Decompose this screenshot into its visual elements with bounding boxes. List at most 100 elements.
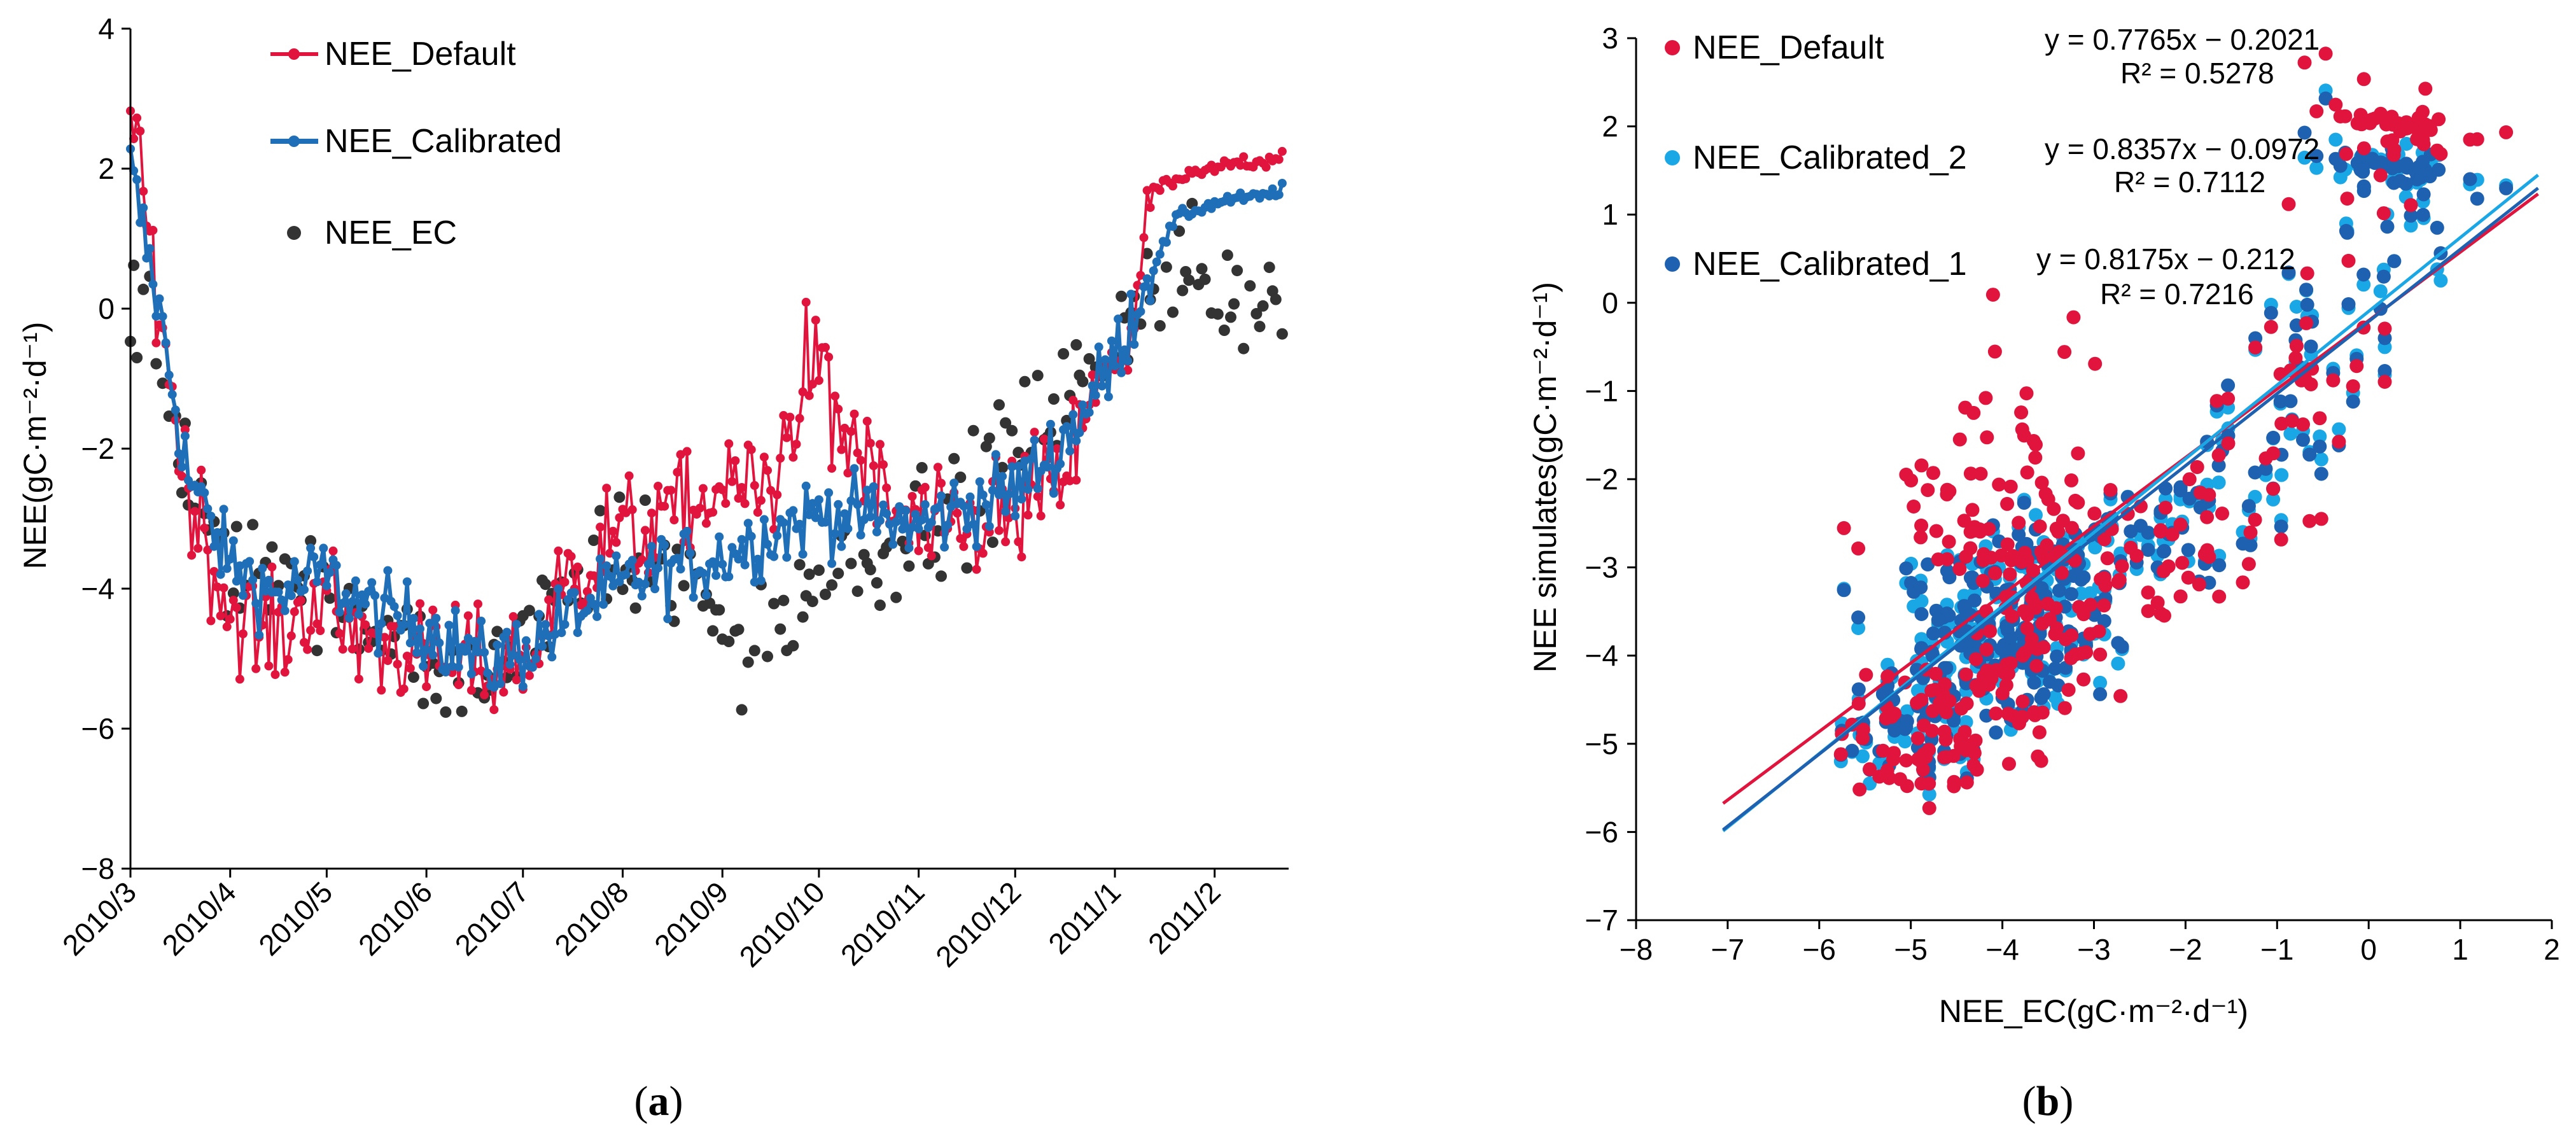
data-point-nee-calibrated xyxy=(177,462,186,472)
data-point-nee-default xyxy=(2339,146,2353,161)
data-point-nee-default xyxy=(1907,500,1921,514)
data-point-nee-calibrated xyxy=(763,540,772,549)
data-point-nee-default xyxy=(2212,589,2227,604)
data-point-nee-default xyxy=(798,387,808,396)
data-point-nee-calibrated xyxy=(518,682,528,691)
data-point-nee-calibrated xyxy=(219,505,228,514)
data-point-nee-calibrated-1 xyxy=(2309,149,2324,164)
chart-b-x-axis-title: NEE_EC(gC·m⁻²·d⁻¹) xyxy=(1939,993,2248,1029)
data-point-nee-default xyxy=(405,664,415,673)
data-point-nee-ec xyxy=(778,594,790,606)
data-point-nee-calibrated xyxy=(508,650,518,660)
data-point-nee-default xyxy=(1987,344,2002,359)
data-point-nee-default xyxy=(151,338,161,347)
data-point-nee-default xyxy=(1979,642,1994,657)
data-point-nee-default xyxy=(801,297,811,307)
data-point-nee-ec xyxy=(1221,249,1233,261)
data-point-nee-calibrated xyxy=(1155,249,1165,259)
data-point-nee-default xyxy=(647,508,656,518)
data-point-nee-default xyxy=(956,534,965,543)
scatter-series-nee-default xyxy=(1833,46,2514,815)
data-point-nee-default xyxy=(1876,743,1890,758)
data-point-nee-calibrated xyxy=(1168,221,1177,231)
data-point-nee-default xyxy=(2002,757,2016,771)
chart-a-x-tick-label: 2010/8 xyxy=(548,875,634,962)
data-point-nee-default xyxy=(2182,472,2197,487)
data-point-nee-default xyxy=(814,375,823,385)
data-point-nee-default xyxy=(335,629,344,638)
data-point-nee-calibrated xyxy=(412,648,421,657)
data-point-nee-default xyxy=(682,447,692,456)
data-point-nee-calibrated xyxy=(879,500,888,510)
data-point-nee-ec xyxy=(1231,265,1243,277)
data-point-nee-calibrated-1 xyxy=(2470,192,2484,206)
data-point-nee-calibrated xyxy=(570,588,579,597)
data-point-nee-calibrated-2 xyxy=(2088,540,2103,555)
data-point-nee-calibrated xyxy=(898,524,907,534)
data-point-nee-default xyxy=(843,468,853,478)
data-point-nee-calibrated-1 xyxy=(2356,184,2371,198)
data-point-nee-calibrated xyxy=(203,504,213,514)
data-point-nee-calibrated xyxy=(483,668,493,678)
data-point-nee-calibrated xyxy=(737,535,746,544)
data-point-nee-calibrated xyxy=(136,218,145,227)
data-point-nee-ec xyxy=(1228,298,1240,310)
data-point-nee-calibrated xyxy=(734,554,743,564)
data-point-nee-calibrated-2 xyxy=(2356,277,2371,292)
data-point-nee-ec xyxy=(983,432,995,444)
data-point-nee-default xyxy=(1973,466,1988,481)
data-point-nee-calibrated xyxy=(1033,484,1042,493)
data-point-nee-ec xyxy=(997,461,1009,473)
data-point-nee-default xyxy=(1989,706,2003,721)
data-point-nee-calibrated-1 xyxy=(2416,187,2431,202)
data-point-nee-calibrated xyxy=(393,611,402,620)
data-point-nee-default xyxy=(2033,519,2047,534)
data-point-nee-calibrated xyxy=(769,552,779,561)
data-point-nee-default xyxy=(190,507,200,516)
data-point-nee-ec xyxy=(1270,293,1282,305)
data-point-nee-calibrated xyxy=(306,543,316,553)
data-point-nee-calibrated xyxy=(840,509,850,519)
data-point-nee-default xyxy=(830,391,840,401)
data-point-nee-calibrated xyxy=(933,503,942,512)
data-point-nee-default xyxy=(389,622,399,631)
data-point-nee-ec xyxy=(540,578,552,591)
data-point-nee-ec xyxy=(594,505,606,517)
data-point-nee-ec xyxy=(440,706,452,718)
data-point-nee-default xyxy=(1261,162,1271,172)
chart-b-x-ticks: −8 −7 −6 −5 −4 −3 −2 −1 0 1 2 xyxy=(1620,920,2560,966)
chart-a-y-tick-label: 0 xyxy=(98,292,115,325)
data-point-nee-default xyxy=(2236,575,2250,590)
data-point-nee-default xyxy=(2088,356,2103,371)
data-point-nee-ec xyxy=(832,568,844,580)
data-point-nee-calibrated-1 xyxy=(2353,163,2368,178)
data-point-nee-ec xyxy=(707,625,719,637)
data-point-nee-calibrated xyxy=(1117,368,1126,377)
data-point-nee-calibrated xyxy=(911,510,920,519)
data-point-nee-ec xyxy=(1183,274,1195,286)
data-point-nee-default xyxy=(2283,363,2298,378)
data-point-nee-calibrated xyxy=(573,628,582,638)
data-point-nee-default xyxy=(995,526,1004,535)
data-point-nee-default xyxy=(727,477,737,486)
data-point-nee-calibrated xyxy=(830,529,840,538)
data-point-nee-default xyxy=(200,523,209,533)
data-point-nee-calibrated xyxy=(139,203,148,213)
data-point-nee-calibrated-2 xyxy=(1922,787,1936,802)
data-point-nee-calibrated-2 xyxy=(2297,150,2312,165)
data-point-nee-default xyxy=(785,412,795,422)
data-point-nee-calibrated xyxy=(1046,419,1055,429)
data-point-nee-ec xyxy=(311,645,323,657)
data-point-nee-default xyxy=(1852,782,1867,797)
data-point-nee-calibrated xyxy=(753,554,762,564)
data-point-nee-ec xyxy=(150,358,162,370)
data-point-nee-calibrated xyxy=(1123,356,1133,366)
data-point-nee-default xyxy=(2003,656,2018,671)
data-point-nee-default xyxy=(1017,552,1026,562)
data-point-nee-calibrated xyxy=(1149,266,1158,276)
data-point-nee-default xyxy=(1963,541,1978,556)
data-point-nee-default xyxy=(2341,253,2356,268)
data-point-nee-default xyxy=(1880,669,1895,683)
data-point-nee-ec xyxy=(430,692,442,704)
data-point-nee-calibrated-1 xyxy=(2346,395,2360,409)
